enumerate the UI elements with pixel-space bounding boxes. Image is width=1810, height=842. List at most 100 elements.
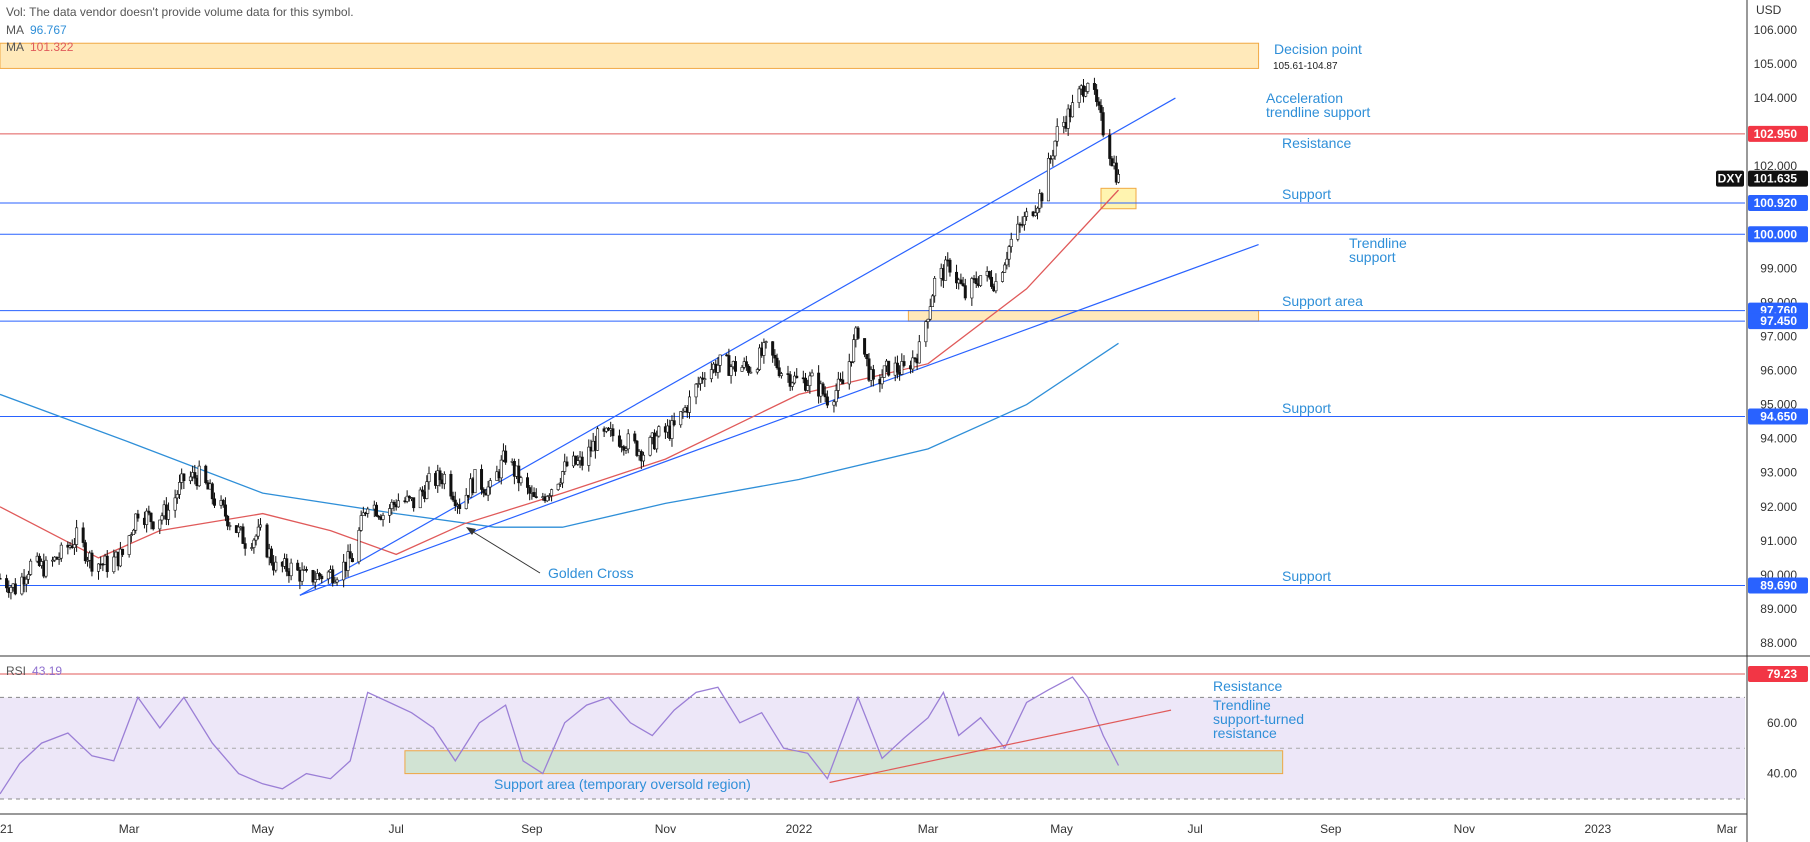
currency-label: USD (1756, 3, 1782, 17)
chart-annotation: Support (1282, 186, 1331, 202)
candle-body (504, 450, 508, 463)
candle-body (121, 548, 125, 555)
candle-body (747, 365, 751, 373)
candle-body (361, 512, 365, 516)
price-badge-text: 94.650 (1760, 410, 1797, 424)
candle-body (357, 530, 361, 563)
candle-body (129, 534, 133, 537)
candle-body (696, 383, 700, 385)
candle-body (118, 548, 122, 567)
candle-body (900, 361, 904, 375)
candle-body (213, 498, 217, 506)
candle-body (407, 495, 411, 499)
current-price-badge (1748, 170, 1808, 187)
candle-body (617, 435, 621, 447)
candle-body (790, 382, 794, 387)
trendline (299, 243, 1259, 596)
candle-body (1066, 108, 1070, 129)
candle-body (482, 489, 486, 494)
candle-body (1081, 85, 1085, 97)
ma1-legend: MA 96.767 (6, 23, 67, 37)
chart-annotation: trendline support (1266, 104, 1370, 120)
candle-body (944, 259, 948, 281)
candle-body (681, 410, 685, 413)
golden-cross-arrow (469, 529, 541, 574)
candle-body (856, 327, 860, 339)
candle-body (611, 428, 615, 437)
rsi-label: RSI (6, 664, 27, 678)
candle-body (729, 366, 733, 376)
rsi-level-badge-text: 79.23 (1767, 667, 1797, 681)
candle-body (396, 500, 400, 508)
candle-body (974, 278, 978, 285)
candle-body (167, 509, 171, 520)
candle-body (228, 525, 232, 527)
volume-legend: Vol: The data vendor doesn't provide vol… (6, 5, 354, 19)
candle-body (473, 469, 477, 494)
candle-body (57, 557, 61, 560)
candle-body (806, 385, 810, 391)
time-tick-label: 2021 (0, 822, 14, 836)
price-badge (1748, 226, 1808, 243)
candle-body (793, 375, 797, 384)
candle-body (880, 377, 884, 385)
candle-body (808, 375, 812, 386)
candle-body (90, 552, 94, 572)
time-tick-label: Mar (119, 822, 140, 836)
price-badge-text: 89.690 (1760, 578, 1797, 592)
price-tick-label: 94.000 (1760, 432, 1797, 446)
price-tick-label: 95.000 (1760, 398, 1797, 412)
time-tick-label: Jul (1187, 822, 1202, 836)
candle-body (51, 559, 55, 562)
candle-body (451, 495, 455, 501)
candle-body (545, 496, 549, 502)
price-badge (1748, 408, 1808, 425)
candle-body (933, 278, 937, 297)
ma1-value: 96.767 (30, 23, 67, 37)
moving-average-line (0, 342, 1119, 528)
candle-body (795, 375, 799, 379)
candle-body (420, 489, 424, 493)
candle-body (576, 460, 580, 465)
candle-body (755, 369, 759, 373)
candle-body (718, 354, 722, 366)
candle-body (979, 275, 983, 286)
candle-body (346, 551, 350, 571)
candle-body (849, 361, 853, 363)
candle-body (1099, 105, 1103, 113)
candle-body (1092, 83, 1096, 90)
candle-body (987, 271, 991, 278)
candle-body (786, 373, 790, 375)
candle-body (803, 377, 807, 391)
candle-body (274, 561, 278, 571)
candle-body (311, 570, 315, 583)
candle-body (672, 420, 676, 426)
time-tick-label: Nov (655, 822, 676, 836)
ma1-label: MA (6, 23, 24, 37)
candle-body (418, 489, 422, 509)
candle-body (528, 487, 532, 494)
price-badge-text: 100.920 (1754, 196, 1798, 210)
candle-body (197, 465, 201, 487)
chart-annotation: Trendline (1349, 235, 1407, 251)
candle-body (24, 578, 28, 585)
candle-body (59, 544, 63, 559)
candle-body (136, 513, 140, 519)
candle-body (740, 367, 744, 372)
candle-body (75, 527, 79, 545)
candle-body (744, 361, 748, 367)
candle-body (626, 433, 630, 450)
zone-box (907, 310, 1260, 322)
moving-average-line (0, 189, 1119, 559)
candle-body (112, 556, 116, 573)
candle-body (847, 361, 851, 385)
time-tick-label: Sep (1320, 822, 1342, 836)
candle-body (863, 338, 867, 355)
rsi-tick-label: 40.00 (1767, 767, 1797, 781)
candle-body (72, 544, 76, 548)
candle-body (823, 393, 827, 398)
candle-body (834, 390, 838, 403)
candle-body (532, 492, 536, 497)
ma2-label: MA (6, 40, 24, 54)
